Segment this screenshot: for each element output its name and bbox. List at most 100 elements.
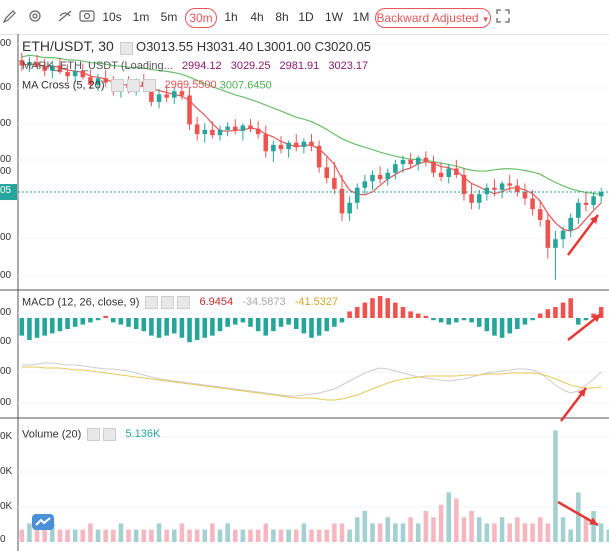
macd-legend: MACD (12, 26, close, 9) 6.9454 -34.5873 … <box>22 296 338 309</box>
macd-axis-label: 00 <box>0 397 12 408</box>
candle-body <box>339 188 345 214</box>
candle-body <box>476 194 482 203</box>
volume-bar <box>553 430 558 542</box>
macd-bar <box>545 309 551 318</box>
candle-body <box>385 172 391 180</box>
close-icon[interactable] <box>103 428 117 441</box>
volume-bar <box>217 529 223 542</box>
volume-bar <box>438 504 444 542</box>
volume-bar <box>118 523 124 542</box>
current-price-tag <box>0 184 17 201</box>
interval-1h[interactable]: 1h <box>224 10 238 24</box>
macd-bar <box>568 298 573 318</box>
volume-bar <box>354 517 360 542</box>
macd-bar <box>156 318 162 338</box>
volume-bar <box>50 523 55 542</box>
candle-body <box>194 124 200 135</box>
mark-value-open: 2994.12 <box>181 60 222 72</box>
volume-bar <box>370 523 375 542</box>
interval-30m[interactable]: 30m <box>185 8 217 28</box>
settings-icon[interactable] <box>161 296 175 309</box>
eye-icon[interactable] <box>145 296 159 309</box>
candle-body <box>560 230 566 240</box>
price-axis-label: 00 <box>0 154 12 165</box>
candle-body <box>362 181 368 188</box>
macd-line-value: -34.5873 <box>242 296 286 309</box>
adjust-dropdown[interactable]: Backward Adjusted ▼ <box>375 8 491 28</box>
price-axis-label: 00 <box>0 166 12 177</box>
interval-1m[interactable]: 1M <box>352 10 370 24</box>
settings-icon[interactable] <box>126 79 140 92</box>
candle-body <box>553 239 558 248</box>
macd-bar <box>255 318 261 332</box>
macd-bar <box>50 318 55 334</box>
macd-bar <box>187 318 192 343</box>
macd-bar <box>522 318 528 325</box>
macd-bar <box>164 318 169 336</box>
interval-1d[interactable]: 1D <box>298 10 314 24</box>
eye-icon[interactable] <box>87 428 101 441</box>
interval-1m[interactable]: 1m <box>132 10 150 24</box>
interval-8h[interactable]: 8h <box>275 10 289 24</box>
volume-bar <box>133 529 139 542</box>
volume-bar <box>225 523 230 542</box>
macd-bar <box>507 318 512 334</box>
volume-bar <box>583 517 589 542</box>
pencil-icon[interactable] <box>2 8 18 24</box>
candle-body <box>103 78 108 83</box>
eye-icon[interactable] <box>110 79 124 92</box>
volume-bar <box>103 529 108 542</box>
candle-body <box>42 66 47 71</box>
macd-bar <box>118 318 124 325</box>
settings-icon[interactable] <box>119 41 133 55</box>
volume-bar <box>156 523 162 542</box>
macd-bar <box>80 318 86 325</box>
volume-bar <box>95 529 101 542</box>
mark-value-low: 2981.91 <box>279 60 320 72</box>
volume-bar <box>492 523 497 542</box>
macd-bar <box>194 318 200 340</box>
volume-bar <box>293 529 299 542</box>
macd-bar <box>95 318 101 321</box>
macd-bar <box>515 318 520 329</box>
gear-icon[interactable] <box>27 8 43 24</box>
interval-5m[interactable]: 5m <box>160 10 178 24</box>
candle-body <box>461 174 467 195</box>
volume-bar <box>324 529 330 542</box>
candle-body <box>149 86 154 102</box>
candle-body <box>248 125 253 129</box>
interval-10s[interactable]: 10s <box>102 10 122 24</box>
macd-bar <box>65 318 70 329</box>
logo-icon <box>32 514 54 530</box>
macd-bar <box>332 318 337 327</box>
mark-label: MARK_ETH_USDT (Loading... <box>22 60 173 72</box>
volume-bar <box>598 523 604 542</box>
close-icon[interactable] <box>142 79 156 92</box>
interval-1w[interactable]: 1W <box>325 10 343 24</box>
volume-bar <box>271 529 276 542</box>
candle-body <box>591 196 596 205</box>
volume-bar <box>385 517 391 542</box>
candle-body <box>301 141 307 147</box>
macd-bar <box>171 318 177 334</box>
candle-body <box>499 183 505 190</box>
volume-bar <box>560 517 566 542</box>
macd-bar <box>438 318 444 323</box>
eye-icon[interactable] <box>79 8 95 24</box>
fullscreen-icon[interactable] <box>495 8 511 24</box>
interval-4h[interactable]: 4h <box>250 10 264 24</box>
macd-bar <box>469 318 474 323</box>
macd-bar <box>103 315 108 318</box>
candle-body <box>217 129 223 136</box>
volume-bar <box>377 523 383 542</box>
visibility-off-icon[interactable] <box>57 8 73 24</box>
candle-body <box>171 91 177 98</box>
volume-bar <box>431 517 436 542</box>
candle-body <box>446 168 452 178</box>
volume-bar <box>263 523 269 542</box>
close-icon[interactable] <box>177 296 191 309</box>
mark-value-high: 3029.25 <box>230 60 271 72</box>
volume-bar <box>415 523 421 542</box>
volume-bar <box>57 529 63 542</box>
candle-body <box>507 183 512 186</box>
